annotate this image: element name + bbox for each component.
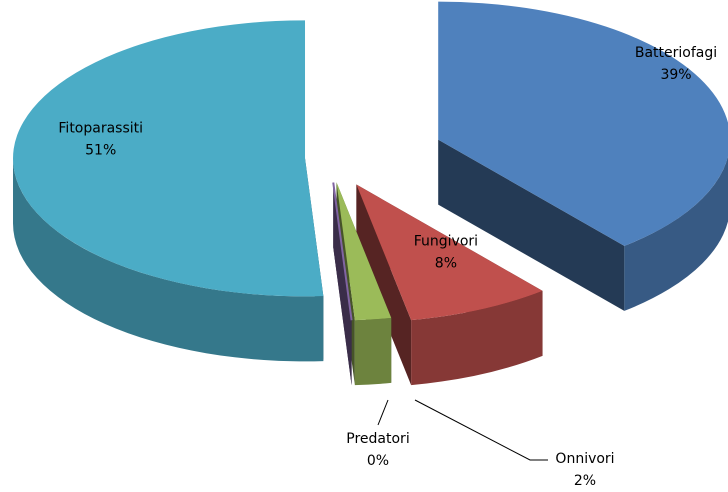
- slice-value: 0%: [367, 453, 389, 469]
- slice-value: 2%: [574, 473, 596, 489]
- leader-line: [414, 399, 548, 461]
- slice-top: [356, 184, 543, 321]
- slice-top: [438, 1, 728, 246]
- slice: [438, 1, 728, 311]
- slice-wall: [411, 290, 543, 386]
- slice-wall: [13, 158, 324, 362]
- slice-label: Predatori: [346, 431, 409, 447]
- slice-wall: [624, 156, 728, 311]
- slice-side: [333, 182, 352, 386]
- slice-top: [13, 20, 324, 297]
- slice-label: Fungivori: [414, 233, 478, 249]
- slice-top: [336, 182, 392, 321]
- slice: [356, 184, 543, 386]
- slice-value: 39%: [660, 67, 691, 83]
- leader-line: [377, 399, 389, 426]
- slice-label: Fitoparassiti: [58, 120, 143, 136]
- slice-value: 51%: [85, 142, 116, 158]
- slice-label: Batteriofagi: [635, 45, 717, 61]
- slice-label: Onnivori: [555, 451, 614, 467]
- slice-wall: [354, 317, 392, 386]
- slice-value: 8%: [435, 255, 457, 271]
- slice-side: [356, 184, 412, 386]
- slice-side: [438, 139, 625, 311]
- slice: [13, 20, 324, 362]
